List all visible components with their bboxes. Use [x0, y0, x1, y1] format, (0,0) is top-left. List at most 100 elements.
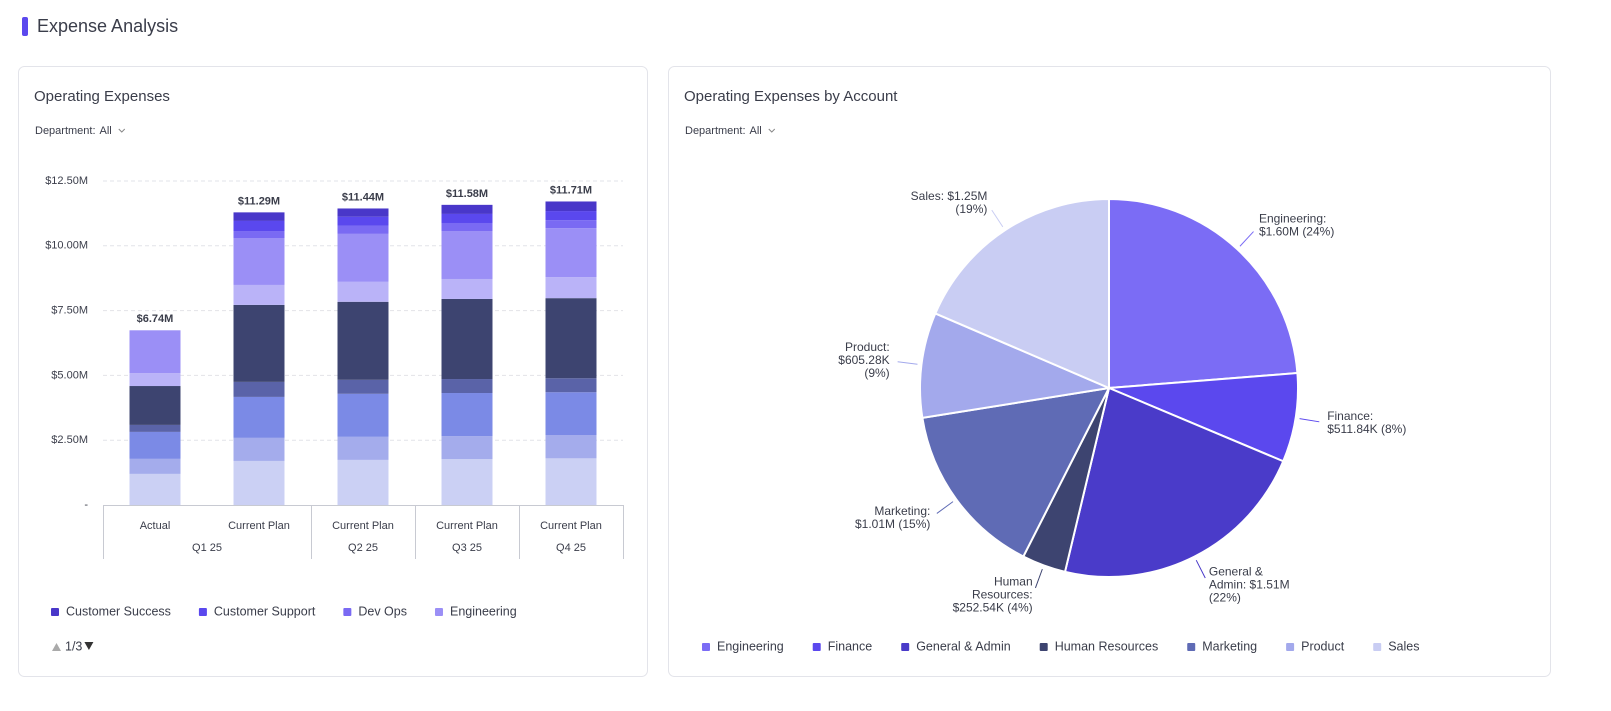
legend-page: 1/3 [65, 639, 82, 653]
total-label: $6.74M [137, 313, 174, 325]
bar-segment [233, 231, 285, 239]
bar-segment [233, 284, 285, 305]
bar-segment [545, 458, 597, 505]
legend-swatch [1187, 643, 1196, 651]
group-label: Q4 25 [556, 542, 586, 554]
y-tick-label: $7.50M [51, 305, 88, 317]
bar-segment [545, 201, 597, 212]
legend-label: Finance [828, 639, 873, 653]
legend-prev[interactable] [52, 643, 61, 651]
leader-line [897, 361, 918, 365]
legend-swatch [1039, 643, 1048, 651]
pie-slice [1063, 386, 1285, 579]
chart-title: Operating Expenses [34, 88, 170, 105]
bar-segment [441, 393, 493, 437]
legend-label: Sales [1388, 639, 1419, 653]
legend-swatch [51, 608, 59, 616]
bar-segment [233, 212, 285, 221]
slice-label: Finance: [1327, 409, 1373, 423]
y-tick-label: $2.50M [51, 434, 88, 446]
bar-segment [545, 228, 597, 278]
bar-segment [129, 431, 181, 459]
slice-label: $252.54K (4%) [953, 601, 1033, 615]
bar-segment [129, 330, 181, 374]
legend-next[interactable] [84, 642, 94, 650]
bar-segment [337, 208, 389, 217]
legend-label: Human Resources [1055, 639, 1159, 653]
leader-line [936, 501, 954, 514]
bar-segment [441, 278, 493, 299]
filter-chevron[interactable] [118, 128, 126, 133]
bar-segment [337, 436, 389, 460]
slice-label: Engineering: [1259, 211, 1326, 225]
x-tick-label: Current Plan [436, 520, 498, 532]
legend-label: Customer Success [66, 604, 171, 618]
leader-line [1034, 568, 1043, 589]
group-label: Q3 25 [452, 542, 482, 554]
pie-slice [1108, 197, 1299, 390]
slice-label: Sales: $1.25M [911, 189, 988, 203]
bar-segment [545, 220, 597, 229]
filter-value[interactable]: All [750, 125, 762, 137]
bar-segment [441, 459, 493, 505]
bar-segment [545, 392, 597, 436]
bar-segment [441, 298, 493, 380]
bar-segment [545, 378, 597, 393]
slice-label: (19%) [955, 202, 987, 216]
slice-label: Product: [845, 340, 890, 354]
bar-segment [233, 304, 285, 382]
bar-segment [337, 281, 389, 302]
total-label: $11.71M [550, 184, 592, 196]
slice-label: Admin: $1.51M [1209, 577, 1290, 591]
slice-label: $605.28K [838, 353, 889, 367]
group-label: Q1 25 [192, 542, 222, 554]
bar-segment [441, 379, 493, 394]
slice-label: Resources: [972, 588, 1033, 602]
bar-segment [337, 379, 389, 394]
bar-segment [233, 437, 285, 461]
pie-slice [921, 386, 1111, 558]
bar-segment [545, 277, 597, 299]
legend-label: Customer Support [214, 604, 316, 618]
bar-segment [441, 222, 493, 232]
y-tick-label: $12.50M [45, 175, 88, 187]
total-label: $11.29M [238, 195, 280, 207]
x-tick-label: Current Plan [540, 520, 602, 532]
legend-swatch [1286, 643, 1295, 651]
leader-line [991, 209, 1004, 228]
filter-label: Department: [685, 125, 746, 137]
slice-label: Marketing: [874, 504, 930, 518]
bar-segment [545, 298, 597, 379]
bar-segment [337, 233, 389, 282]
header-accent [22, 17, 28, 36]
legend-swatch [343, 608, 352, 616]
filter-value[interactable]: All [100, 125, 112, 137]
legend-label: General & Admin [916, 639, 1011, 653]
slice-label: (9%) [864, 366, 889, 380]
bar-segment [337, 301, 389, 380]
bar-segment [129, 458, 181, 474]
slice-label: $1.01M (15%) [855, 517, 930, 531]
pie-slice [934, 197, 1110, 390]
y-tick-label: - [84, 499, 88, 511]
bar-segment [337, 459, 389, 505]
leader-line [1195, 559, 1206, 579]
slice-label: General & [1209, 564, 1263, 578]
bar-segment [441, 231, 493, 279]
pie-slice [919, 312, 1113, 420]
y-tick-label: $5.00M [51, 369, 88, 381]
x-tick-label: Actual [140, 520, 171, 532]
filter-chevron[interactable] [768, 128, 776, 133]
slice-label: Human [994, 575, 1033, 589]
y-tick-label: $10.00M [45, 240, 88, 252]
legend-swatch [198, 608, 207, 616]
total-label: $11.44M [342, 191, 384, 203]
legend-swatch [434, 608, 443, 616]
filter-label: Department: [35, 125, 96, 137]
bar-segment [441, 204, 493, 214]
bar-segment [337, 225, 389, 234]
legend-swatch [901, 643, 910, 651]
legend-swatch [812, 643, 821, 651]
leader-line [1299, 418, 1320, 423]
